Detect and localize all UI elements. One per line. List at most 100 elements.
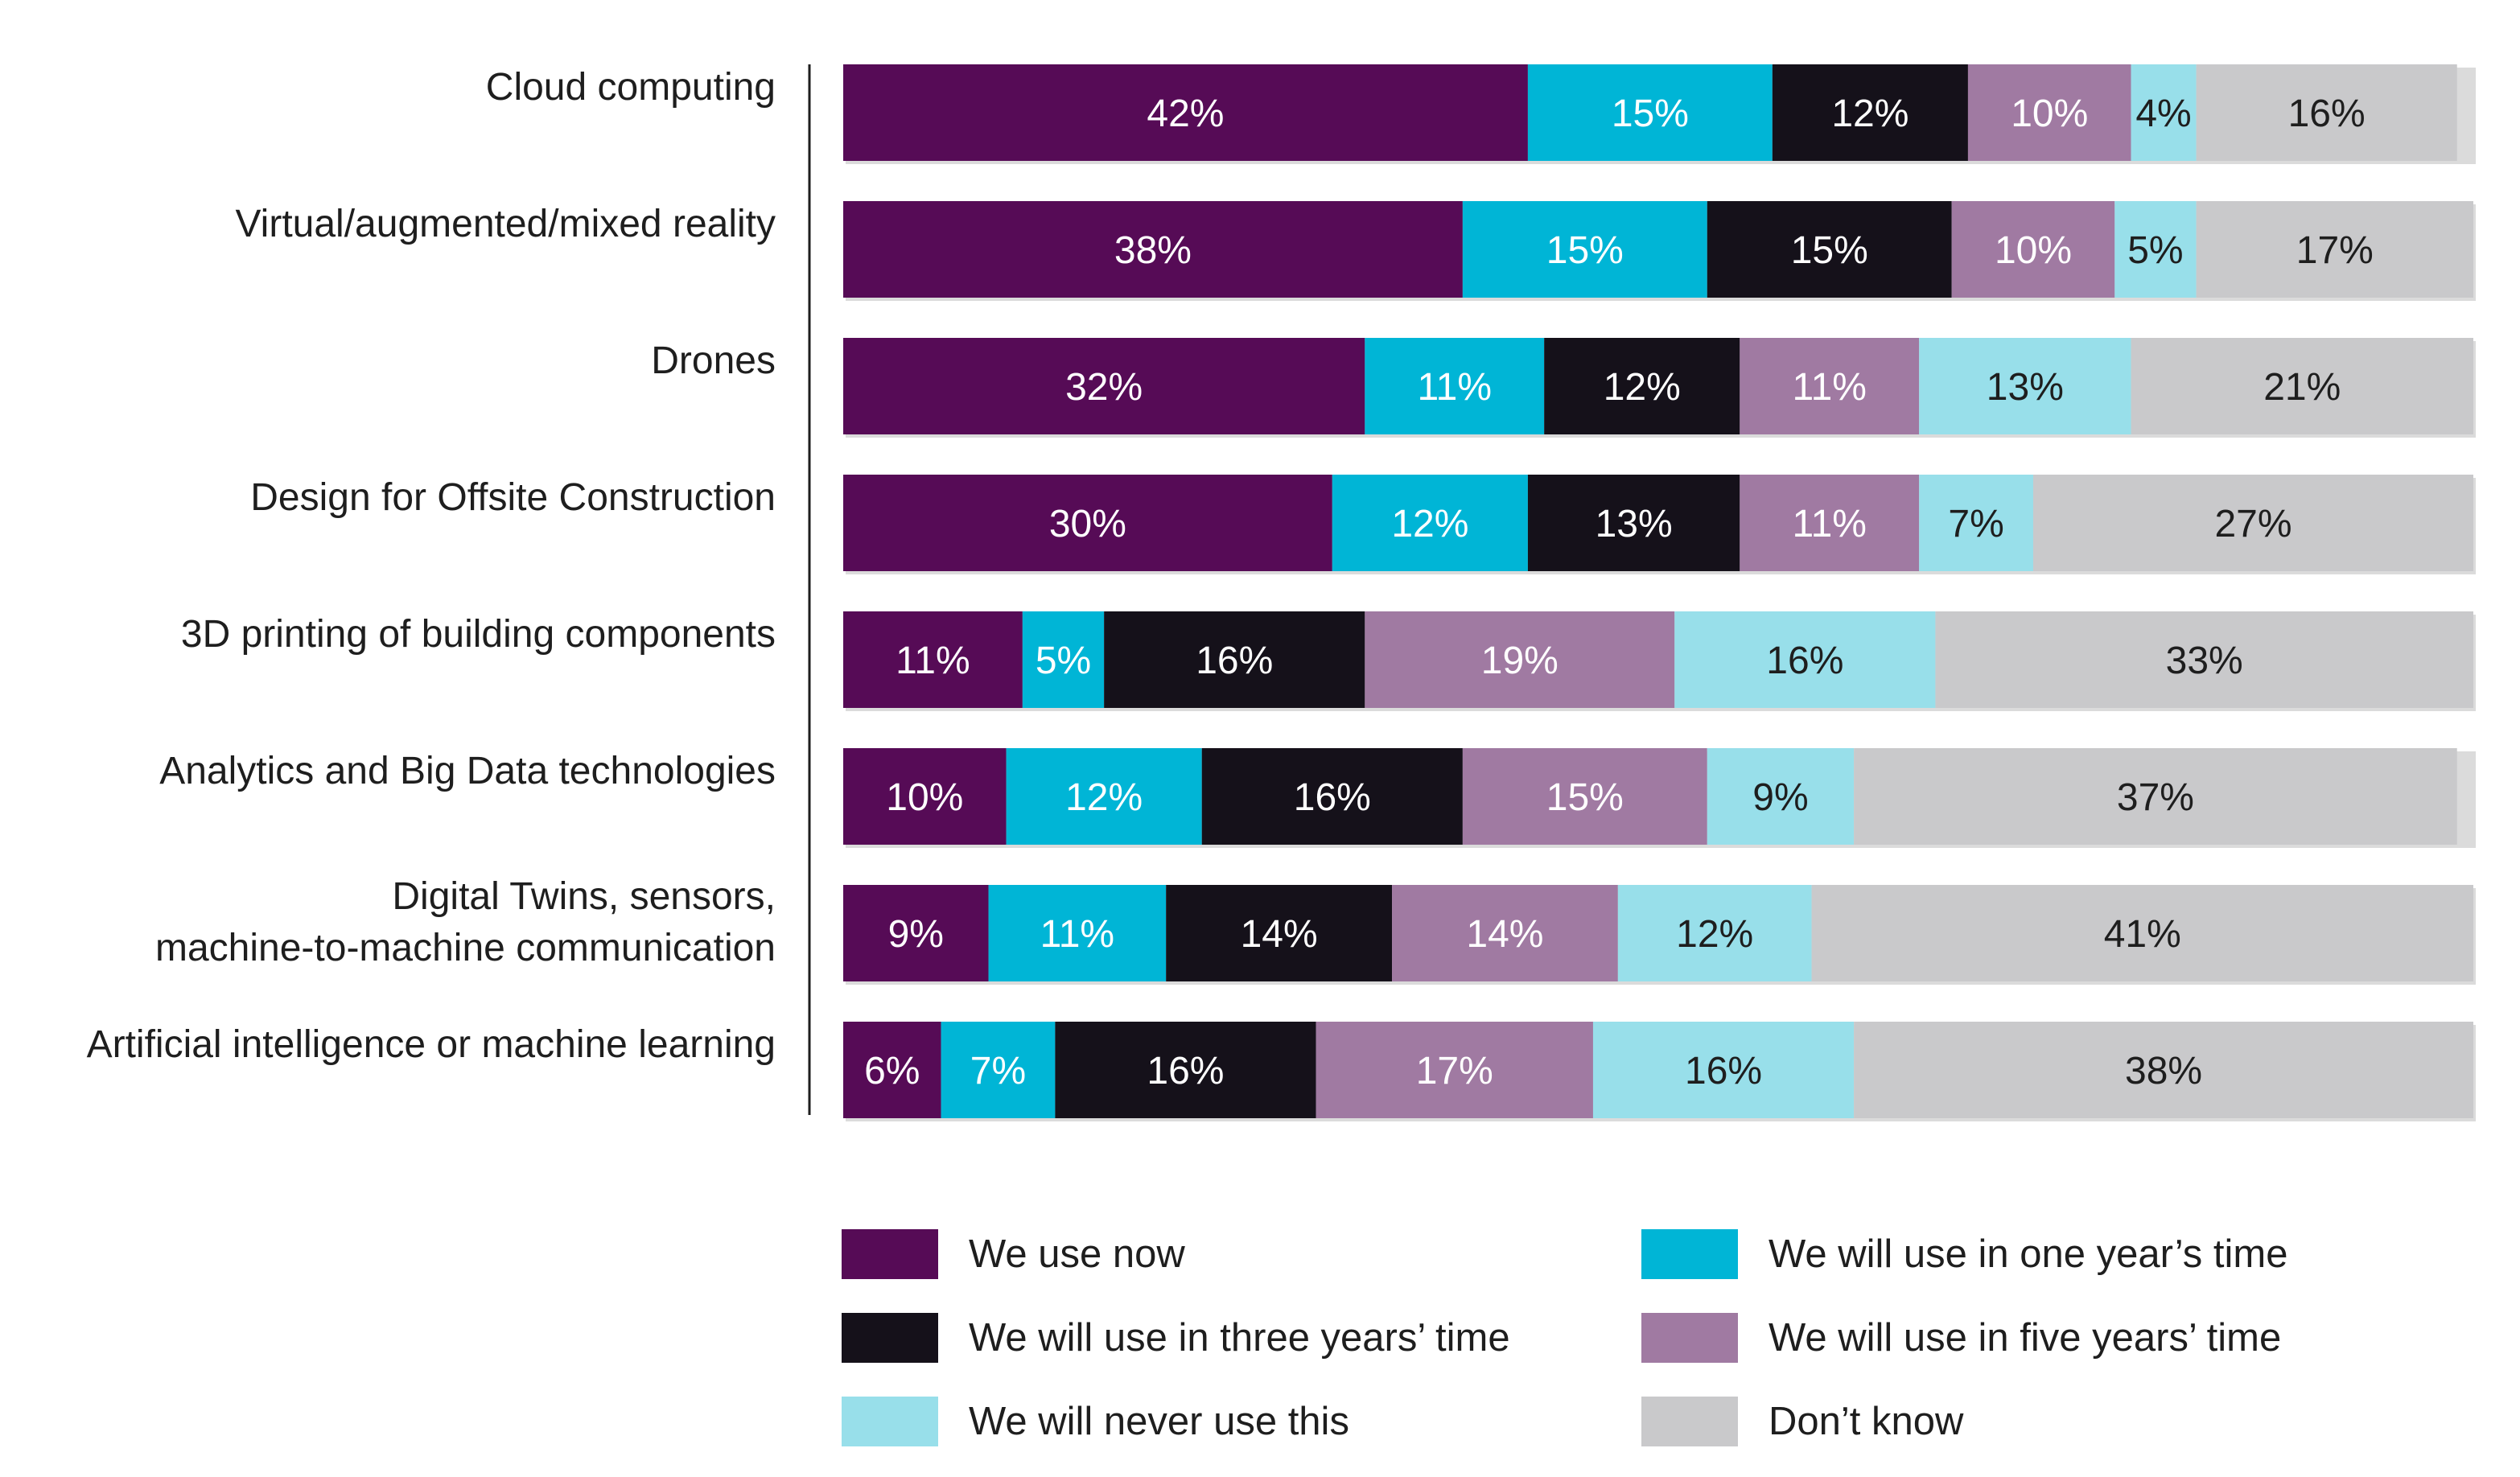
legend-item-dont-know: Don’t know — [1641, 1393, 1963, 1450]
category-label: Cloud computing — [486, 66, 776, 109]
bar-segment-we-will-never-use-this — [2131, 64, 2197, 161]
bar-segment-we-use-now — [843, 475, 1332, 571]
category-label: Design for Offsite Construction — [250, 476, 776, 519]
data-label: 7% — [1948, 503, 2003, 545]
data-label: 15% — [1612, 93, 1689, 135]
bar-segment-we-will-never-use-this — [2114, 201, 2197, 298]
data-label: 5% — [1036, 640, 1091, 682]
bar-row-artificial-intelligence-or-machine-learning: 6% 7% 16% 17% 16% 38% — [843, 1022, 2476, 1121]
bar-segment-we-will-use-in-one-year-s-time — [1332, 475, 1528, 571]
category-labels-layer: Cloud computing Virtual/augmented/mixed r… — [87, 66, 776, 1066]
bar-segment-we-will-use-in-one-year-s-time — [1022, 611, 1105, 708]
legend-label: We will use in five years’ time — [1769, 1316, 2282, 1360]
bar-row-3d-printing-of-building-components: 11% 5% 16% 19% 16% 33% — [843, 611, 2476, 711]
data-label: 11% — [896, 640, 970, 682]
bar-segment-we-will-use-in-one-year-s-time — [1462, 201, 1707, 298]
bar-segment-don-t-know — [2131, 338, 2473, 434]
data-label: 11% — [1040, 913, 1115, 956]
bar-segment-we-use-now — [843, 201, 1463, 298]
legend-item-we-use-now: We use now — [842, 1226, 1185, 1282]
data-label: 9% — [1752, 776, 1808, 819]
data-label: 12% — [1604, 366, 1681, 409]
legend-swatch — [1641, 1229, 1738, 1279]
bar-segment-we-use-now — [843, 1022, 941, 1118]
bar-row-design-for-offsite-construction: 30% 12% 13% 11% 7% 27% — [843, 475, 2476, 574]
bar-segment-we-will-never-use-this — [1919, 475, 2033, 571]
bar-segment-don-t-know — [2032, 475, 2473, 571]
legend-label: We will never use this — [969, 1400, 1349, 1443]
bar-segment-we-use-now — [843, 64, 1528, 161]
bar-segment-don-t-know — [1935, 611, 2473, 708]
category-label: Analytics and Big Data technologies — [159, 750, 776, 792]
data-label: 38% — [2125, 1050, 2202, 1092]
bar-segment-don-t-know — [2196, 201, 2473, 298]
data-label: 10% — [2011, 93, 2088, 135]
data-label: 30% — [1049, 503, 1126, 545]
data-label: 33% — [2166, 640, 2243, 682]
data-label: 41% — [2104, 913, 2181, 956]
bar-segment-we-will-use-in-five-years-time — [1967, 64, 2131, 161]
data-label: 21% — [2263, 366, 2341, 409]
data-label: 17% — [2296, 229, 2374, 272]
bar-segment-we-will-never-use-this — [1707, 748, 1855, 845]
category-label: machine-to-machine communication — [155, 927, 776, 969]
data-label: 16% — [1766, 640, 1843, 682]
bar-segment-we-will-use-in-one-year-s-time — [1527, 64, 1773, 161]
data-label: 9% — [888, 913, 944, 956]
legend-item-five-years: We will use in five years’ time — [1641, 1310, 2281, 1366]
legend-label: We will use in three years’ time — [969, 1316, 1510, 1360]
bar-segment-we-use-now — [843, 748, 1007, 845]
legend-swatch — [1641, 1313, 1738, 1363]
category-label: 3D printing of building components — [181, 613, 776, 656]
data-label: 12% — [1391, 503, 1468, 545]
data-label: 11% — [1792, 503, 1867, 545]
bar-row-digital-twins-sensors-machine-to-machine-communication: 9% 11% 14% 14% 12% 41% — [843, 885, 2476, 985]
data-label: 10% — [1995, 229, 2072, 272]
bar-row-virtual-augmented-mixed-reality: 38% 15% 15% 10% 5% 17% — [843, 201, 2476, 301]
data-label: 32% — [1065, 366, 1143, 409]
bar-segment-we-will-use-in-five-years-time — [1951, 201, 2115, 298]
data-label: 7% — [970, 1050, 1026, 1092]
legend-swatch — [1641, 1397, 1738, 1446]
legend-swatch — [842, 1397, 938, 1446]
data-label: 15% — [1791, 229, 1868, 272]
data-label: 11% — [1417, 366, 1492, 409]
bar-row-analytics-and-big-data-technologies: 10% 12% 16% 15% 9% 37% — [843, 748, 2476, 848]
data-label: 38% — [1114, 229, 1192, 272]
bar-segment-we-will-never-use-this — [1919, 338, 2131, 434]
bar-segment-we-will-use-in-three-years-time — [1772, 64, 1968, 161]
bar-segment-we-will-use-in-three-years-time — [1104, 611, 1365, 708]
data-label: 27% — [2214, 503, 2291, 545]
bar-segment-we-will-use-in-five-years-time — [1462, 748, 1707, 845]
data-label: 15% — [1546, 229, 1624, 272]
legend-label: We will use in one year’s time — [1769, 1232, 2288, 1276]
bar-segment-we-will-use-in-one-year-s-time — [1365, 338, 1545, 434]
data-label: 16% — [1196, 640, 1273, 682]
bar-segment-we-use-now — [843, 885, 989, 981]
data-label: 12% — [1676, 913, 1753, 956]
data-label: 37% — [2117, 776, 2194, 819]
bar-segment-we-will-use-in-three-years-time — [1544, 338, 1740, 434]
bar-segment-we-use-now — [843, 338, 1365, 434]
category-label: Virtual/augmented/mixed reality — [236, 203, 776, 245]
data-label: 16% — [1147, 1050, 1224, 1092]
data-label: 4% — [2135, 93, 2191, 135]
bar-segment-don-t-know — [1854, 1022, 2473, 1118]
data-label: 11% — [1792, 366, 1867, 409]
data-label: 15% — [1546, 776, 1624, 819]
bar-segment-we-will-use-in-five-years-time — [1740, 338, 1920, 434]
data-label: 42% — [1147, 93, 1224, 135]
bar-segment-we-will-use-in-three-years-time — [1055, 1022, 1316, 1118]
legend-item-three-years: We will use in three years’ time — [842, 1310, 1510, 1366]
bar-segment-don-t-know — [1854, 748, 2457, 845]
bar-segment-we-will-never-use-this — [1674, 611, 1936, 708]
bar-segment-don-t-know — [1811, 885, 2473, 981]
data-label: 5% — [2127, 229, 2183, 272]
bar-row-cloud-computing: 42% 15% 12% 10% 4% 16% — [843, 64, 2476, 164]
bar-segment-we-will-use-in-three-years-time — [1707, 201, 1952, 298]
data-label: 13% — [1987, 366, 2064, 409]
bar-segment-we-will-use-in-five-years-time — [1365, 611, 1675, 708]
data-label: 12% — [1831, 93, 1909, 135]
